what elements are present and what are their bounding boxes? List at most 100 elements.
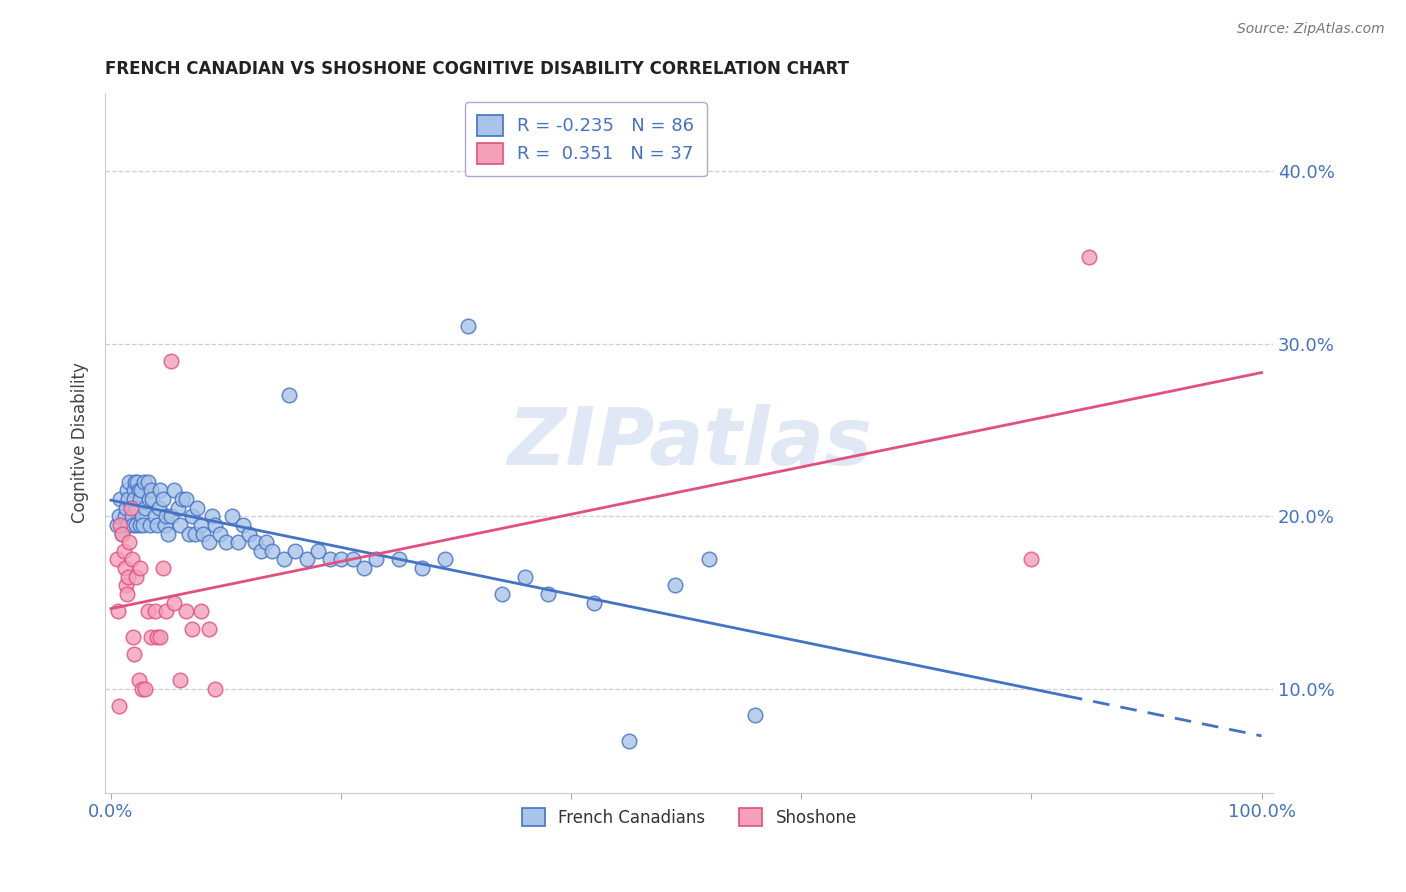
Point — [342, 552, 364, 566]
Legend: French Canadians, Shoshone: French Canadians, Shoshone — [515, 802, 863, 833]
Point — [204, 681, 226, 696]
Point — [491, 587, 513, 601]
Point — [118, 535, 141, 549]
Point — [744, 707, 766, 722]
Point — [221, 509, 243, 524]
Point — [411, 561, 433, 575]
Point — [232, 517, 254, 532]
Point — [180, 509, 202, 524]
Point — [1077, 250, 1099, 264]
Point — [617, 734, 640, 748]
Point — [190, 604, 212, 618]
Point — [191, 526, 214, 541]
Point — [243, 535, 266, 549]
Point — [115, 500, 138, 515]
Point — [254, 535, 277, 549]
Point — [307, 544, 329, 558]
Point — [108, 509, 131, 524]
Point — [111, 526, 134, 541]
Point — [388, 552, 411, 566]
Point — [697, 552, 720, 566]
Point — [330, 552, 353, 566]
Point — [108, 517, 131, 532]
Point — [364, 552, 387, 566]
Point — [152, 491, 174, 506]
Point — [155, 509, 177, 524]
Point — [138, 491, 160, 506]
Point — [128, 517, 150, 532]
Point — [169, 673, 191, 688]
Point — [238, 526, 260, 541]
Y-axis label: Cognitive Disability: Cognitive Disability — [72, 362, 89, 524]
Point — [125, 570, 148, 584]
Point — [122, 491, 145, 506]
Point — [143, 509, 166, 524]
Point — [204, 517, 226, 532]
Text: ZIPatlas: ZIPatlas — [506, 404, 872, 482]
Point — [149, 630, 172, 644]
Point — [105, 552, 128, 566]
Point — [121, 552, 143, 566]
Point — [174, 604, 197, 618]
Point — [129, 483, 152, 498]
Point — [125, 517, 148, 532]
Point — [184, 526, 207, 541]
Point — [124, 475, 146, 489]
Point — [141, 491, 163, 506]
Point — [146, 517, 169, 532]
Point — [197, 535, 219, 549]
Point — [457, 319, 479, 334]
Point — [115, 578, 138, 592]
Point — [120, 500, 142, 515]
Point — [169, 517, 191, 532]
Point — [134, 681, 156, 696]
Point — [152, 561, 174, 575]
Point — [284, 544, 307, 558]
Point — [121, 517, 143, 532]
Point — [157, 526, 180, 541]
Point — [115, 587, 138, 601]
Point — [128, 673, 150, 688]
Point — [108, 699, 131, 714]
Point — [260, 544, 283, 558]
Point — [108, 491, 131, 506]
Point — [128, 491, 150, 506]
Point — [179, 526, 201, 541]
Point — [249, 544, 271, 558]
Point — [131, 509, 153, 524]
Point — [125, 500, 148, 515]
Point — [664, 578, 686, 592]
Point — [190, 517, 212, 532]
Point — [278, 388, 301, 402]
Text: Source: ZipAtlas.com: Source: ZipAtlas.com — [1237, 22, 1385, 37]
Point — [121, 630, 143, 644]
Point — [159, 509, 181, 524]
Point — [131, 681, 153, 696]
Text: FRENCH CANADIAN VS SHOSHONE COGNITIVE DISABILITY CORRELATION CHART: FRENCH CANADIAN VS SHOSHONE COGNITIVE DI… — [105, 60, 849, 78]
Point — [117, 517, 139, 532]
Point — [122, 648, 145, 662]
Point — [159, 353, 181, 368]
Point — [273, 552, 295, 566]
Point — [318, 552, 340, 566]
Point — [114, 509, 136, 524]
Point — [112, 544, 135, 558]
Point — [105, 517, 128, 532]
Point — [141, 630, 163, 644]
Point — [353, 561, 375, 575]
Point — [201, 509, 224, 524]
Point — [118, 475, 141, 489]
Point — [174, 491, 197, 506]
Point — [136, 475, 159, 489]
Point — [433, 552, 456, 566]
Point — [163, 483, 186, 498]
Point — [141, 483, 163, 498]
Point — [128, 483, 150, 498]
Point — [134, 475, 156, 489]
Point — [148, 500, 170, 515]
Point — [111, 526, 134, 541]
Point — [136, 604, 159, 618]
Point — [197, 622, 219, 636]
Point — [583, 596, 606, 610]
Point — [132, 517, 155, 532]
